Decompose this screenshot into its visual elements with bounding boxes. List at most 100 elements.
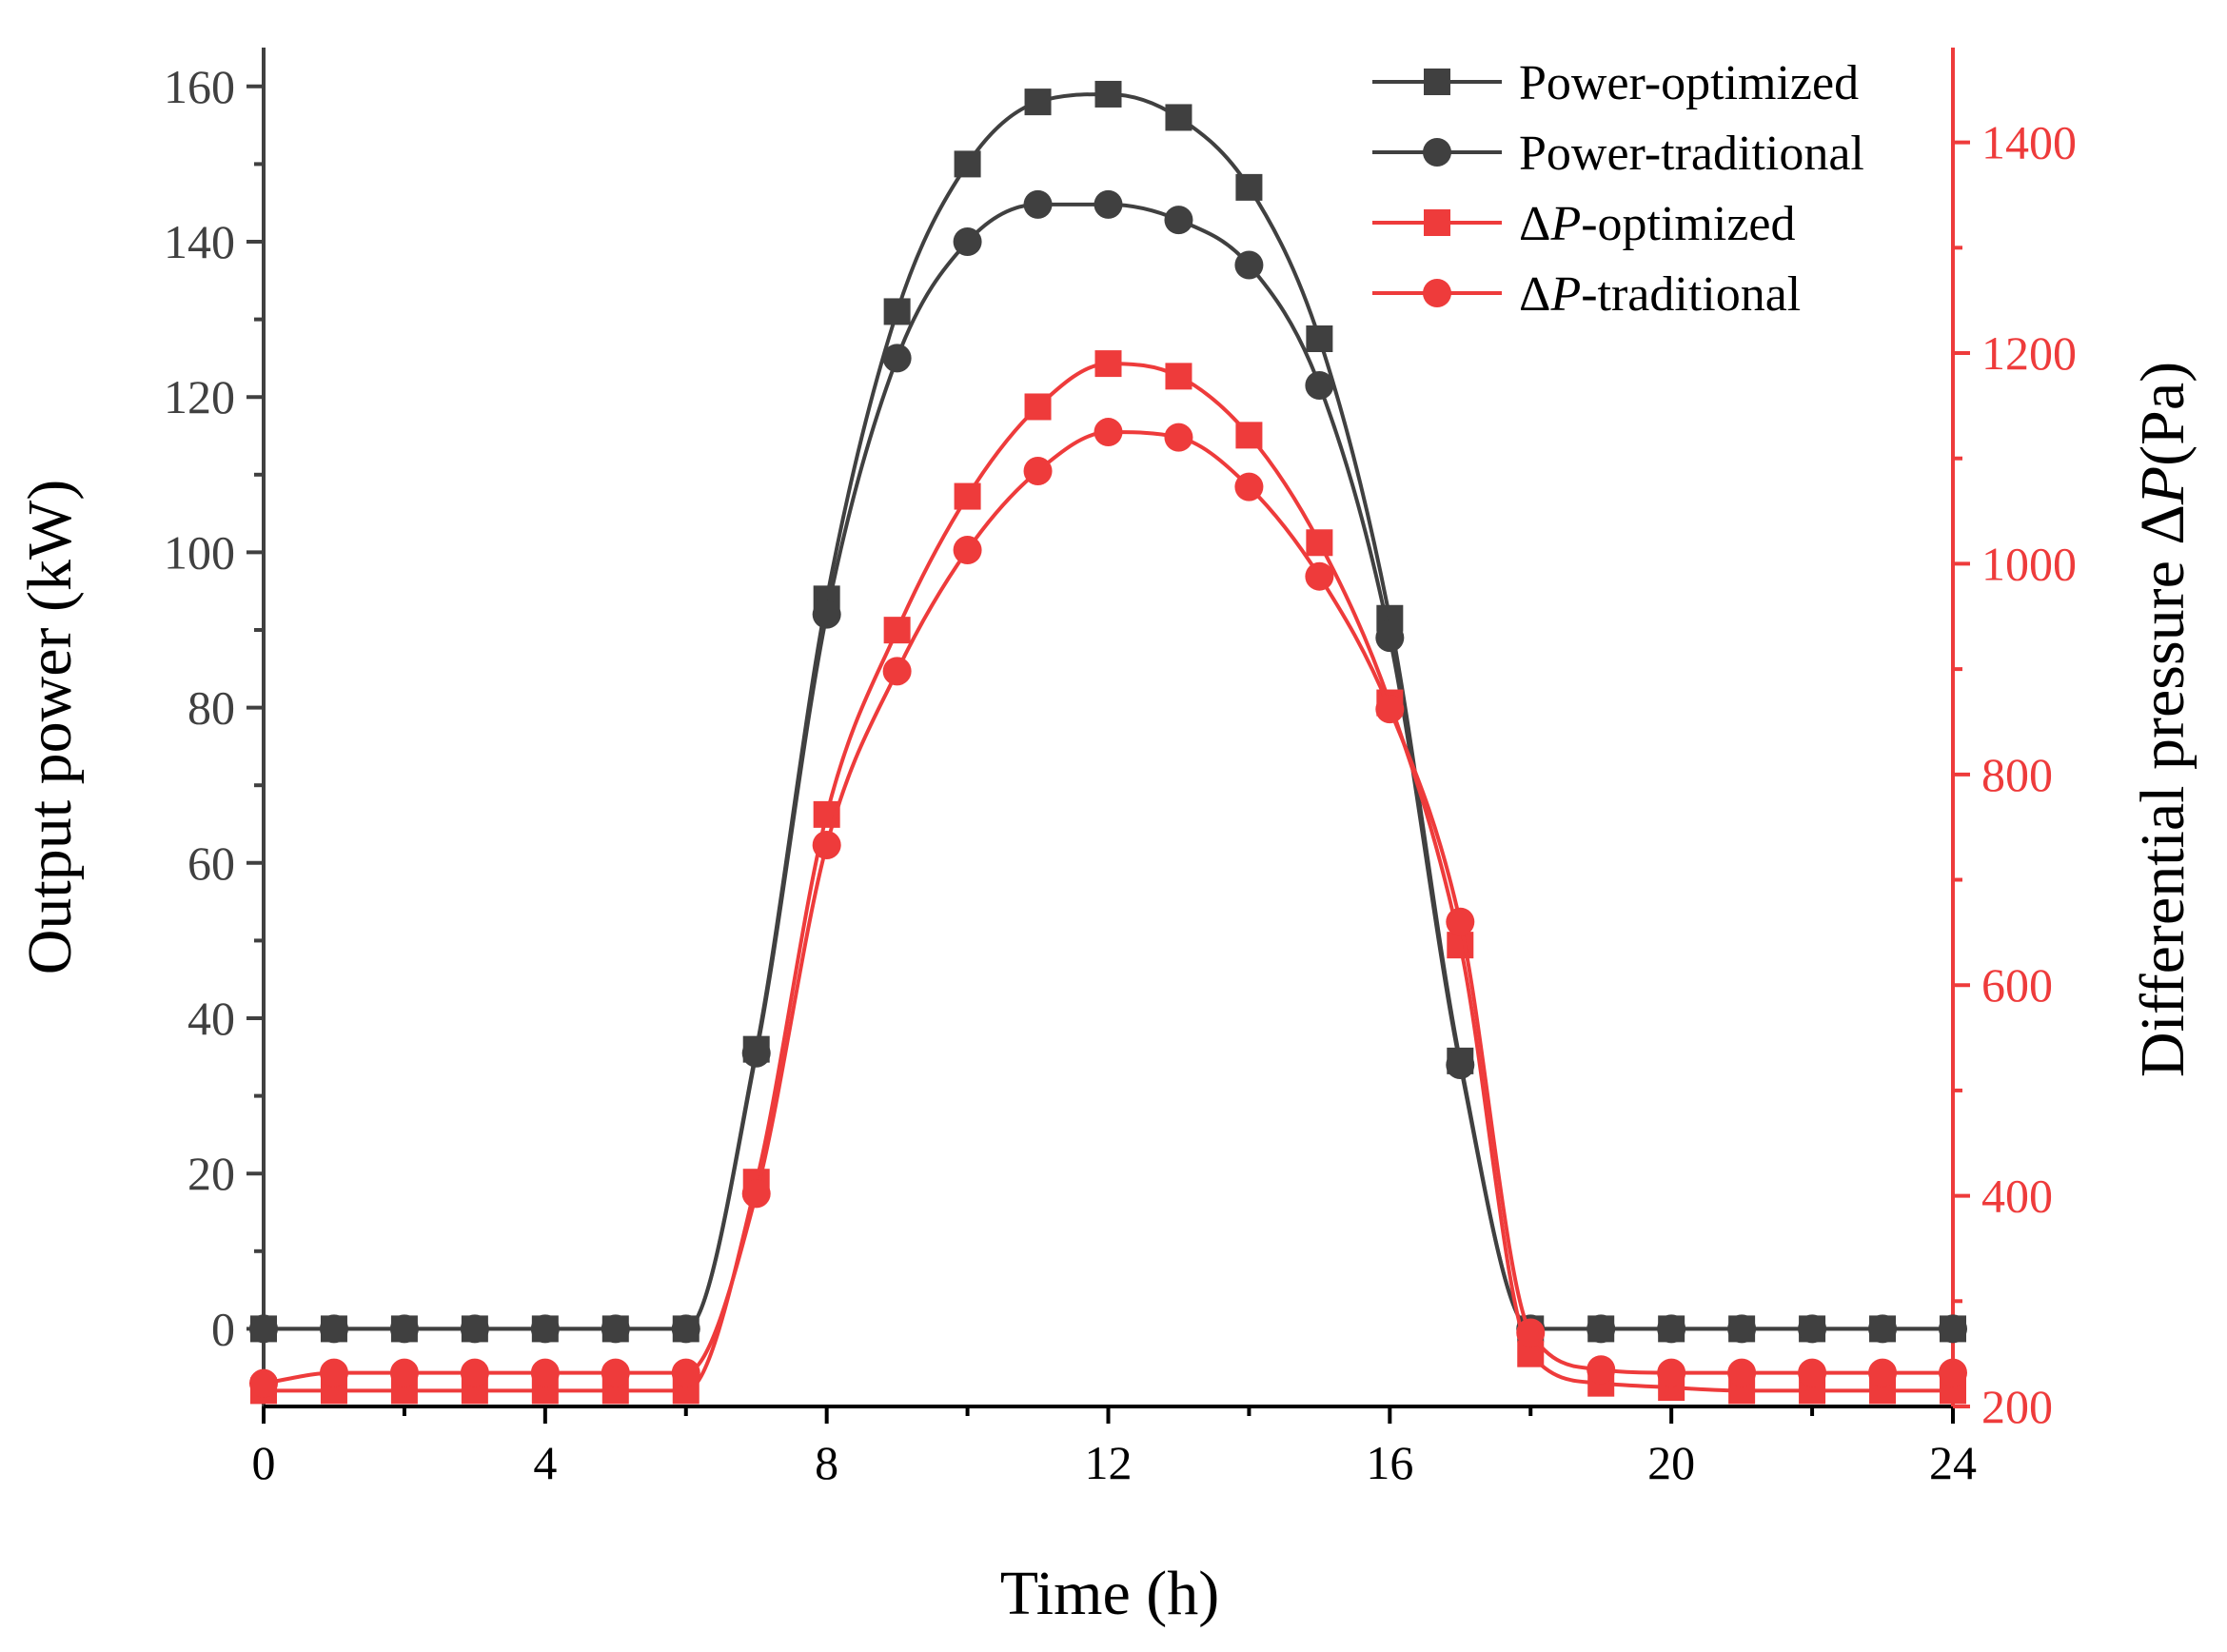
data-point-circle: [319, 1314, 348, 1344]
x-tick-label: 8: [815, 1436, 838, 1489]
data-point-square: [1094, 350, 1122, 378]
y-axis-left-title: Output power (kW): [15, 480, 85, 975]
y-right-tick-label: 1400: [1981, 116, 2077, 169]
legend-marker: [1424, 209, 1450, 236]
data-point-circle: [249, 1314, 278, 1344]
y-right-tick-label: 1200: [1981, 326, 2077, 380]
data-point-square: [954, 150, 981, 178]
data-point-circle: [1798, 1358, 1827, 1387]
legend-label-part: Δ: [1519, 267, 1550, 322]
data-point-square: [1306, 325, 1333, 352]
data-point-circle: [1657, 1314, 1686, 1344]
x-tick-label: 20: [1647, 1436, 1695, 1489]
data-point-circle: [1798, 1314, 1827, 1344]
x-axis-title: Time (h): [1000, 1559, 1219, 1628]
data-point-square: [1235, 422, 1263, 449]
data-point-circle: [671, 1314, 700, 1344]
y-right-tick-label: 600: [1981, 958, 2053, 1012]
legend-label: ΔP-optimized: [1519, 197, 1795, 251]
legend: Power-optimized Power-traditional ΔP-optim…: [1372, 56, 1864, 322]
y-left-tick-label: 100: [164, 525, 235, 579]
x-tick-label: 0: [252, 1436, 276, 1489]
data-point-square: [1024, 88, 1052, 116]
data-point-circle: [1234, 472, 1264, 502]
data-point-circle: [601, 1358, 630, 1387]
data-point-square: [883, 617, 911, 644]
y-left-tick-label: 140: [164, 215, 235, 268]
legend-label: Power-optimized: [1519, 56, 1859, 110]
data-point-circle: [389, 1314, 419, 1344]
legend-item: ΔP-optimized: [1372, 197, 1795, 251]
series-line: [264, 362, 1953, 1393]
y-axis-right-title-suffix: (Pa): [2128, 362, 2197, 466]
data-point-circle: [1094, 418, 1123, 447]
data-point-circle: [741, 1179, 771, 1209]
legend-label-part: Power-optimized: [1519, 56, 1859, 110]
data-point-circle: [741, 1038, 771, 1068]
legend-marker: [1423, 279, 1451, 307]
data-point-circle: [1375, 695, 1405, 724]
data-point-circle: [1939, 1314, 1967, 1344]
y-left-tick-label: 40: [187, 992, 235, 1045]
data-point-circle: [1375, 623, 1405, 653]
data-point-square: [1024, 393, 1052, 421]
x-tick-label: 24: [1929, 1436, 1977, 1489]
data-point-circle: [319, 1358, 348, 1387]
legend-label-part: Δ: [1519, 197, 1550, 251]
series-power-traditional: [249, 189, 1967, 1344]
data-point-square: [1306, 529, 1333, 557]
data-point-circle: [1164, 206, 1193, 235]
y-left-tick-label: 160: [164, 60, 235, 113]
legend-label-part: -optimized: [1581, 197, 1795, 251]
axis-labels: Time (h) Output power (kW) Differential …: [15, 362, 2197, 1628]
data-point-circle: [1939, 1358, 1967, 1387]
data-point-circle: [812, 600, 841, 629]
data-point-square: [1235, 173, 1263, 201]
y-left-tick-label: 120: [164, 370, 235, 423]
data-point-square: [883, 298, 911, 325]
data-point-circle: [1516, 1318, 1546, 1347]
x-tick-label: 4: [533, 1436, 557, 1489]
data-point-square: [1094, 80, 1122, 108]
y-right-tick-label: 400: [1981, 1170, 2053, 1223]
y-left-tick-label: 60: [187, 836, 235, 890]
data-point-circle: [1868, 1314, 1898, 1344]
data-point-circle: [460, 1314, 489, 1344]
data-point-square: [954, 482, 981, 510]
axes: 0 4 8 12 16 20 24 0 20 40 60 80 100 120 140 160 200 400 60…: [164, 48, 2077, 1489]
series-line: [263, 430, 1953, 1386]
y-right-tick-label: 800: [1981, 748, 2053, 801]
data-point-circle: [249, 1368, 278, 1398]
series-group: [249, 80, 1967, 1405]
data-point-circle: [1305, 370, 1334, 400]
y-axis-right-title: Differential pressure ΔP(Pa): [2128, 362, 2197, 1077]
data-point-square: [1165, 363, 1192, 390]
data-point-square: [1447, 932, 1474, 959]
data-point-square: [1165, 104, 1192, 131]
legend-label: ΔP-traditional: [1519, 267, 1801, 322]
y-axis-right-title-prefix: Differential pressure Δ: [2128, 504, 2197, 1077]
y-left-tick-label: 20: [187, 1147, 235, 1200]
data-point-circle: [1727, 1314, 1757, 1344]
data-point-circle: [953, 227, 982, 256]
x-tick-label: 16: [1366, 1436, 1413, 1489]
data-point-circle: [1094, 189, 1123, 219]
legend-label: Power-traditional: [1519, 127, 1864, 181]
legend-item: Power-optimized: [1372, 56, 1859, 110]
y-left-tick-label: 0: [211, 1302, 235, 1355]
y-right-tick-label: 200: [1981, 1380, 2053, 1433]
data-point-circle: [460, 1358, 489, 1387]
data-point-circle: [671, 1358, 700, 1387]
data-point-circle: [1586, 1314, 1616, 1344]
data-point-circle: [1164, 423, 1193, 452]
legend-item: Power-traditional: [1372, 127, 1864, 181]
data-point-circle: [1868, 1358, 1898, 1387]
y-axis-right-title-italic: P: [2128, 466, 2197, 505]
data-point-circle: [1305, 561, 1334, 591]
legend-label-part: P: [1549, 197, 1581, 251]
data-point-circle: [1234, 250, 1264, 280]
series-p-traditional: [249, 418, 1967, 1398]
data-point-circle: [953, 536, 982, 565]
data-point-circle: [1023, 457, 1053, 486]
